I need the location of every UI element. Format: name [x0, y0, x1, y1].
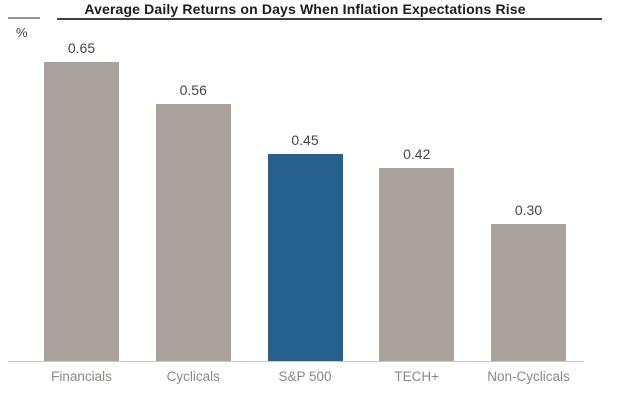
header-rule-left-segment: [8, 17, 40, 19]
bar-tech: [379, 168, 455, 362]
category-label-s-p-500: S&P 500: [278, 369, 332, 384]
category-label-non-cyclicals: Non-Cyclicals: [487, 369, 570, 384]
x-axis-line: [8, 361, 584, 362]
bar-value-label: 0.56: [179, 82, 207, 98]
bar-value-label: 0.42: [403, 146, 431, 162]
bar-group-financials: 0.65 Financials: [44, 0, 119, 400]
category-label-tech: TECH+: [394, 369, 440, 384]
bar-value-label: 0.45: [291, 132, 319, 148]
bar-value-label: 0.65: [67, 40, 96, 56]
bar-cyclicals: [155, 104, 231, 362]
bar-value-label: 0.30: [514, 202, 543, 218]
bar-group-tech: 0.42 TECH+: [379, 0, 455, 400]
bar-group-non-cyclicals: 0.30 Non-Cyclicals: [487, 0, 570, 400]
category-label-financials: Financials: [51, 369, 112, 384]
y-axis-unit-label: %: [16, 25, 28, 40]
bar-s-p-500: [267, 154, 343, 362]
bar-group-s-p-500: 0.45 S&P 500: [267, 0, 343, 400]
category-label-cyclicals: Cyclicals: [166, 369, 220, 384]
bar-non-cyclicals: [491, 224, 566, 362]
title-underline: [57, 18, 602, 20]
bar-financials: [44, 62, 119, 362]
chart-title: Average Daily Returns on Days When Infla…: [84, 1, 526, 17]
bar-group-cyclicals: 0.56 Cyclicals: [155, 0, 231, 400]
